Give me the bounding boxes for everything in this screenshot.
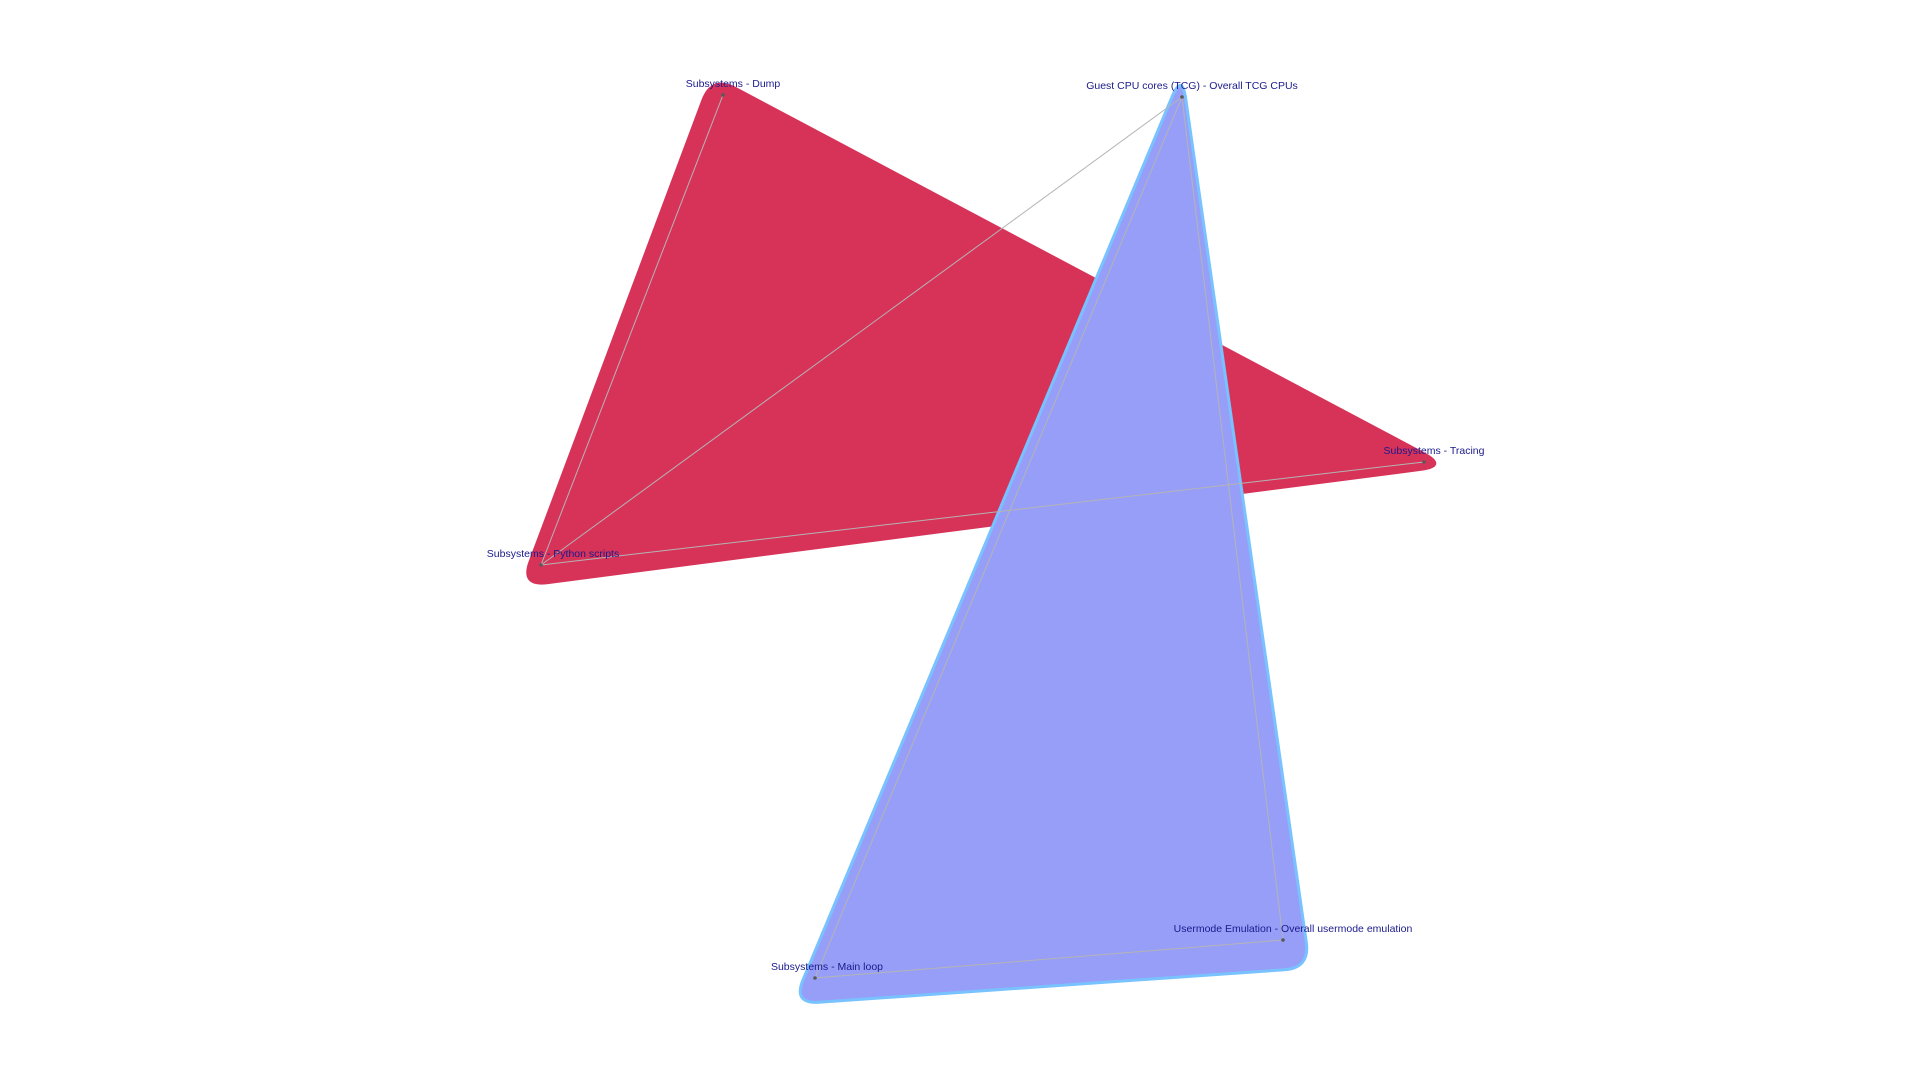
hyperedge-he-red <box>526 82 1437 585</box>
edge-subsystems-main-loop-usermode-emulation <box>814 939 1284 979</box>
node-subsystems-dump[interactable] <box>721 93 725 97</box>
hyperedge-layer <box>526 82 1437 1004</box>
node-layer <box>539 93 1426 980</box>
hyperedge-he-blue <box>798 83 1309 1004</box>
node-label-usermode-emulation: Usermode Emulation - Overall usermode em… <box>1174 923 1413 935</box>
edge-guest-cpu-cores-tcg-subsystems-main-loop <box>814 96 1183 979</box>
node-label-subsystems-main-loop: Subsystems - Main loop <box>771 961 883 973</box>
edge-subsystems-dump-subsystems-python-scripts <box>540 94 724 566</box>
edge-subsystems-python-scripts-guest-cpu-cores-tcg <box>540 96 1183 566</box>
node-subsystems-python-scripts[interactable] <box>539 563 543 567</box>
node-usermode-emulation[interactable] <box>1281 938 1285 942</box>
edge-layer <box>540 94 1425 979</box>
node-label-guest-cpu-cores-tcg: Guest CPU cores (TCG) - Overall TCG CPUs <box>1086 80 1298 92</box>
edge-subsystems-python-scripts-subsystems-tracing <box>540 461 1425 566</box>
node-label-subsystems-dump: Subsystems - Dump <box>686 78 781 90</box>
node-subsystems-main-loop[interactable] <box>813 976 817 980</box>
label-layer: Subsystems - Dump Guest CPU cores (TCG) -… <box>487 78 1485 973</box>
node-label-subsystems-python-scripts: Subsystems - Python scripts <box>487 548 619 560</box>
node-label-subsystems-tracing: Subsystems - Tracing <box>1384 445 1485 457</box>
edge-guest-cpu-cores-tcg-usermode-emulation <box>1181 96 1284 941</box>
node-guest-cpu-cores-tcg[interactable] <box>1180 95 1184 99</box>
node-subsystems-tracing[interactable] <box>1422 460 1426 464</box>
